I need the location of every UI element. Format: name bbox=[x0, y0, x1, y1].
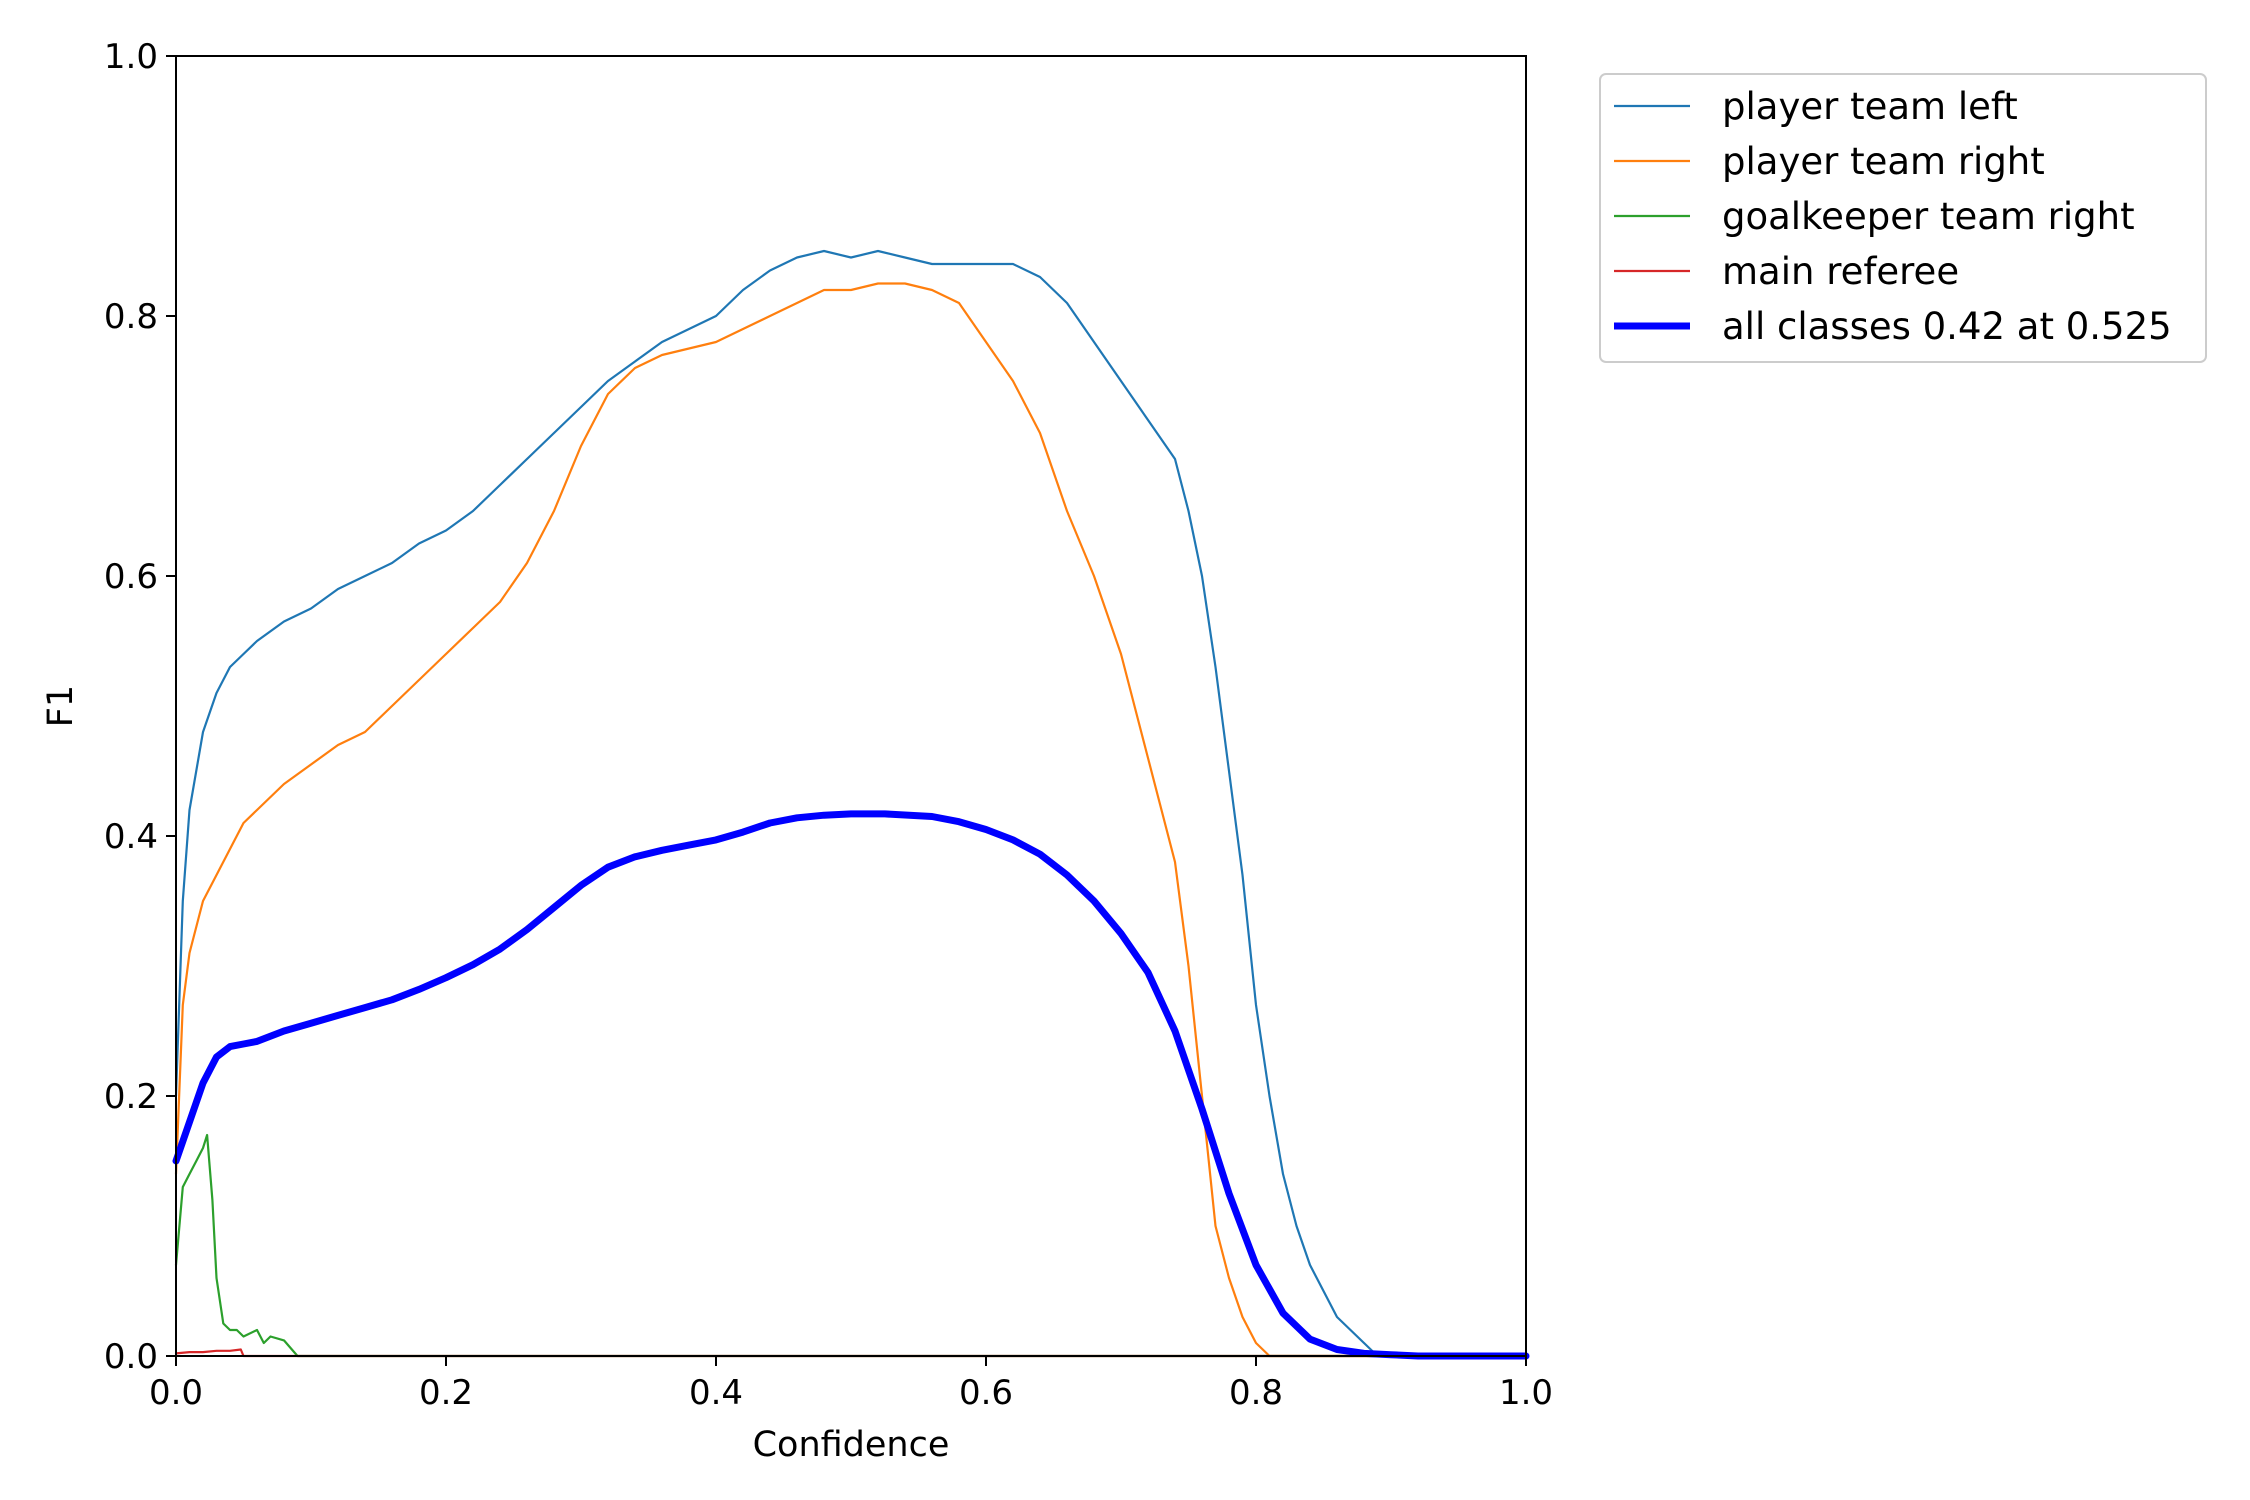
legend-label-1: player team right bbox=[1722, 140, 2045, 183]
legend-label-2: goalkeeper team right bbox=[1722, 195, 2135, 238]
legend-label-0: player team left bbox=[1722, 85, 2018, 128]
y-tick-label: 0.0 bbox=[104, 1337, 158, 1377]
legend: player team left player team right goalkee… bbox=[1599, 73, 2207, 363]
x-tick-label: 1.0 bbox=[1499, 1373, 1553, 1413]
x-tick-label: 0.0 bbox=[149, 1373, 203, 1413]
x-tick-label: 0.6 bbox=[959, 1373, 1013, 1413]
y-tick-label: 0.8 bbox=[104, 297, 158, 337]
legend-label-3: main referee bbox=[1722, 250, 1959, 293]
series-layer bbox=[172, 249, 1530, 1360]
y-tick-label: 0.6 bbox=[104, 557, 158, 597]
y-axis-label: F1 bbox=[41, 685, 81, 727]
y-tick-label: 1.0 bbox=[104, 37, 158, 77]
x-axis: 0.0 0.2 0.4 0.6 0.8 1.0 bbox=[149, 1356, 1553, 1413]
x-tick-label: 0.2 bbox=[419, 1373, 473, 1413]
x-axis-label: Confidence bbox=[753, 1425, 950, 1465]
plot-frame bbox=[175, 55, 1527, 1357]
x-tick-label: 0.8 bbox=[1229, 1373, 1283, 1413]
series-line-0 bbox=[174, 249, 1528, 1358]
series-line-1 bbox=[174, 282, 1528, 1358]
y-tick-label: 0.2 bbox=[104, 1077, 158, 1117]
y-axis: 0.0 0.2 0.4 0.6 0.8 1.0 bbox=[104, 37, 176, 1377]
legend-box bbox=[1599, 73, 2207, 363]
legend-label-4: all classes 0.42 at 0.525 bbox=[1722, 305, 2172, 348]
series-line-4 bbox=[172, 810, 1530, 1360]
y-tick-label: 0.4 bbox=[104, 817, 158, 857]
x-tick-label: 0.4 bbox=[689, 1373, 743, 1413]
series-line-2 bbox=[174, 1133, 1528, 1358]
series-line-3 bbox=[174, 1348, 1528, 1358]
